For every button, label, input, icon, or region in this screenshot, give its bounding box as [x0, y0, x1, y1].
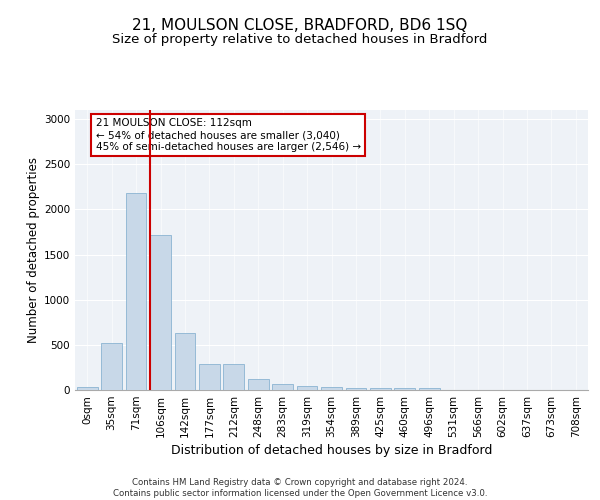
- Bar: [394, 388, 415, 390]
- Text: Size of property relative to detached houses in Bradford: Size of property relative to detached ho…: [112, 32, 488, 46]
- Text: 21, MOULSON CLOSE, BRADFORD, BD6 1SQ: 21, MOULSON CLOSE, BRADFORD, BD6 1SQ: [133, 18, 467, 32]
- Bar: [272, 384, 293, 390]
- Text: Contains HM Land Registry data © Crown copyright and database right 2024.
Contai: Contains HM Land Registry data © Crown c…: [113, 478, 487, 498]
- Text: 21 MOULSON CLOSE: 112sqm
← 54% of detached houses are smaller (3,040)
45% of sem: 21 MOULSON CLOSE: 112sqm ← 54% of detach…: [95, 118, 361, 152]
- Bar: [370, 388, 391, 390]
- Bar: [321, 387, 342, 390]
- Bar: [248, 379, 269, 390]
- Bar: [199, 364, 220, 390]
- Bar: [296, 386, 317, 390]
- Y-axis label: Number of detached properties: Number of detached properties: [27, 157, 40, 343]
- Bar: [101, 343, 122, 390]
- Bar: [77, 388, 98, 390]
- Bar: [150, 234, 171, 390]
- X-axis label: Distribution of detached houses by size in Bradford: Distribution of detached houses by size …: [171, 444, 492, 457]
- Bar: [223, 364, 244, 390]
- Bar: [175, 332, 196, 390]
- Bar: [125, 193, 146, 390]
- Bar: [419, 388, 440, 390]
- Bar: [346, 388, 367, 390]
